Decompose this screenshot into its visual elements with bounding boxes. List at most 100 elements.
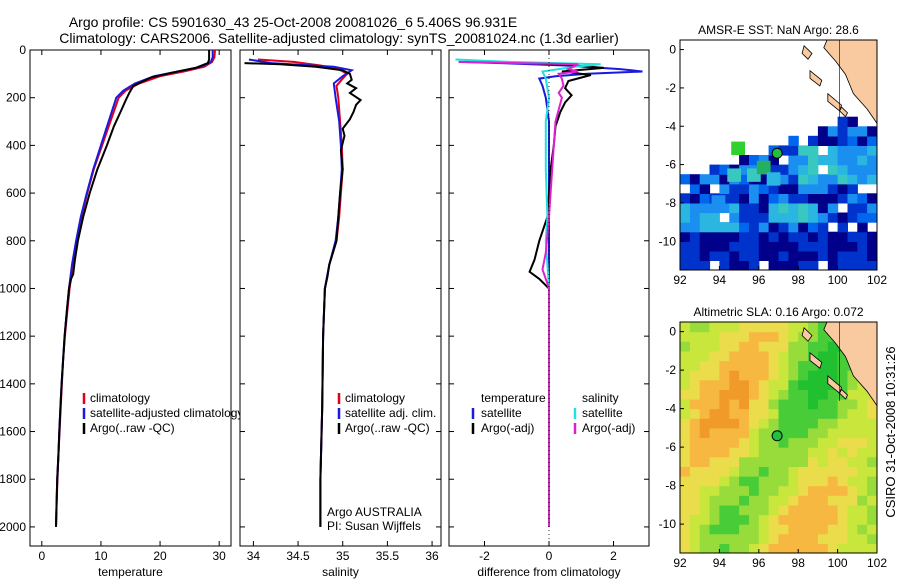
map-cell xyxy=(758,241,770,252)
map-cell xyxy=(709,456,720,467)
map-cell-isolated xyxy=(731,141,746,155)
map-cell xyxy=(729,418,740,429)
map-cell xyxy=(857,418,868,429)
map-cell xyxy=(768,350,779,362)
map-cell xyxy=(699,250,711,261)
map-cell xyxy=(847,543,858,553)
map-cell xyxy=(778,222,789,233)
map-cell xyxy=(680,260,691,270)
y-tick-label: -6 xyxy=(665,158,676,172)
y-tick-label: 800 xyxy=(6,234,26,248)
map-cell xyxy=(837,250,848,261)
map-cell xyxy=(837,116,848,127)
map-cell xyxy=(680,504,691,516)
map-cell xyxy=(778,202,789,214)
map-cell xyxy=(778,193,789,204)
map-cell xyxy=(768,447,779,458)
map-cell xyxy=(709,495,720,506)
map-cell xyxy=(857,135,868,146)
map-cell xyxy=(680,331,691,342)
map-cell xyxy=(857,250,868,261)
map-cell xyxy=(719,485,730,496)
map-cell xyxy=(689,408,701,419)
map-cell xyxy=(857,260,868,270)
map-cell xyxy=(729,476,740,487)
map-cell xyxy=(798,399,809,410)
map-cell xyxy=(798,174,809,185)
map-cell xyxy=(709,514,720,525)
map-cell xyxy=(817,437,829,448)
map-cell xyxy=(817,533,829,544)
map-cell xyxy=(749,399,760,410)
map-cell xyxy=(808,389,819,400)
map-cell xyxy=(758,427,770,439)
map-cell xyxy=(709,437,720,448)
map-cell xyxy=(808,250,819,261)
map-cell xyxy=(709,222,720,233)
map-cell xyxy=(768,466,779,477)
map-cell xyxy=(837,447,848,458)
map-cell xyxy=(778,241,789,252)
map-cell xyxy=(837,183,848,194)
difference-profile-chart: -2 0 2 difference from climatology temperatu… xyxy=(448,49,650,579)
map-cell xyxy=(689,533,701,544)
x-tick-label: 0 xyxy=(38,549,45,563)
legend-label: satellite xyxy=(481,406,522,420)
map-cell xyxy=(857,524,868,535)
map-cell xyxy=(729,437,740,448)
map-cell xyxy=(847,260,858,270)
y-tick-label: 600 xyxy=(6,186,26,200)
map-cell xyxy=(778,408,789,419)
map-cell xyxy=(817,322,829,333)
map-cell xyxy=(719,543,730,553)
map-cell xyxy=(837,241,848,252)
map-cell xyxy=(847,418,858,429)
map-cell xyxy=(719,250,730,261)
map-cell xyxy=(729,504,740,516)
map-cell xyxy=(788,514,799,525)
map-cell xyxy=(729,360,740,371)
map-cell xyxy=(680,174,691,185)
map-cell xyxy=(798,543,809,553)
map-cell xyxy=(788,389,799,400)
map-cell xyxy=(689,485,701,496)
map-cell xyxy=(788,260,799,270)
map-cell xyxy=(749,222,760,233)
map-cell xyxy=(798,476,809,487)
map-cell xyxy=(827,212,839,223)
map-cell xyxy=(749,456,760,467)
map-cell xyxy=(808,193,819,204)
map-cell xyxy=(699,504,711,516)
map-cell xyxy=(847,135,858,146)
map-cell xyxy=(808,466,819,477)
map-cell xyxy=(739,437,750,448)
map-cell xyxy=(729,533,740,544)
x-tick-label: 94 xyxy=(713,556,727,570)
map-cell xyxy=(758,360,770,371)
map-cell xyxy=(788,202,799,214)
y-tick-label: -8 xyxy=(665,479,676,493)
map-cell xyxy=(699,241,711,252)
map-cell xyxy=(788,476,799,487)
map-cell xyxy=(817,135,829,146)
map-cell xyxy=(778,427,789,439)
map-cell xyxy=(847,476,858,487)
map-cell xyxy=(867,456,877,467)
y-tick-label: -8 xyxy=(665,196,676,210)
map-cell xyxy=(699,456,711,467)
map-cell xyxy=(808,379,819,390)
map-cell xyxy=(847,183,858,194)
map-cell xyxy=(758,331,770,342)
map-cell xyxy=(729,408,740,419)
legend-label: Argo(..raw -QC) xyxy=(345,421,430,435)
map-cell xyxy=(808,341,819,352)
map-cell xyxy=(729,399,740,410)
map-cell xyxy=(798,504,809,516)
map-cell xyxy=(749,524,760,535)
map-cell xyxy=(837,504,848,516)
map-cell xyxy=(758,183,770,194)
map-cell xyxy=(867,495,877,506)
series-line-3 xyxy=(458,60,579,527)
map-cell xyxy=(837,543,848,553)
map-cell xyxy=(817,427,829,439)
